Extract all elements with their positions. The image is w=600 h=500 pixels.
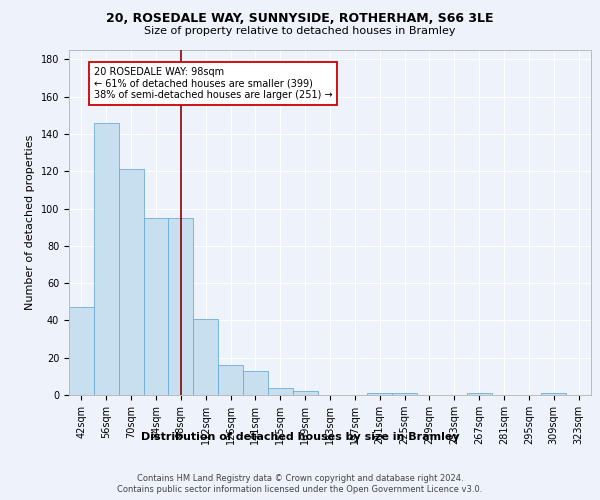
Bar bbox=[218, 365, 243, 395]
Bar bbox=[169, 218, 193, 395]
Bar bbox=[367, 393, 392, 395]
Text: Contains public sector information licensed under the Open Government Licence v3: Contains public sector information licen… bbox=[118, 485, 482, 494]
Bar bbox=[392, 393, 417, 395]
Bar bbox=[541, 393, 566, 395]
Bar bbox=[119, 170, 143, 395]
Bar bbox=[243, 371, 268, 395]
Bar bbox=[143, 218, 169, 395]
Text: 20, ROSEDALE WAY, SUNNYSIDE, ROTHERHAM, S66 3LE: 20, ROSEDALE WAY, SUNNYSIDE, ROTHERHAM, … bbox=[106, 12, 494, 26]
Bar bbox=[69, 308, 94, 395]
Bar bbox=[94, 122, 119, 395]
Text: Contains HM Land Registry data © Crown copyright and database right 2024.: Contains HM Land Registry data © Crown c… bbox=[137, 474, 463, 483]
Y-axis label: Number of detached properties: Number of detached properties bbox=[25, 135, 35, 310]
Text: Size of property relative to detached houses in Bramley: Size of property relative to detached ho… bbox=[144, 26, 456, 36]
Bar bbox=[293, 392, 317, 395]
Text: Distribution of detached houses by size in Bramley: Distribution of detached houses by size … bbox=[140, 432, 460, 442]
Bar bbox=[268, 388, 293, 395]
Bar bbox=[193, 318, 218, 395]
Text: 20 ROSEDALE WAY: 98sqm
← 61% of detached houses are smaller (399)
38% of semi-de: 20 ROSEDALE WAY: 98sqm ← 61% of detached… bbox=[94, 67, 332, 100]
Bar bbox=[467, 393, 491, 395]
